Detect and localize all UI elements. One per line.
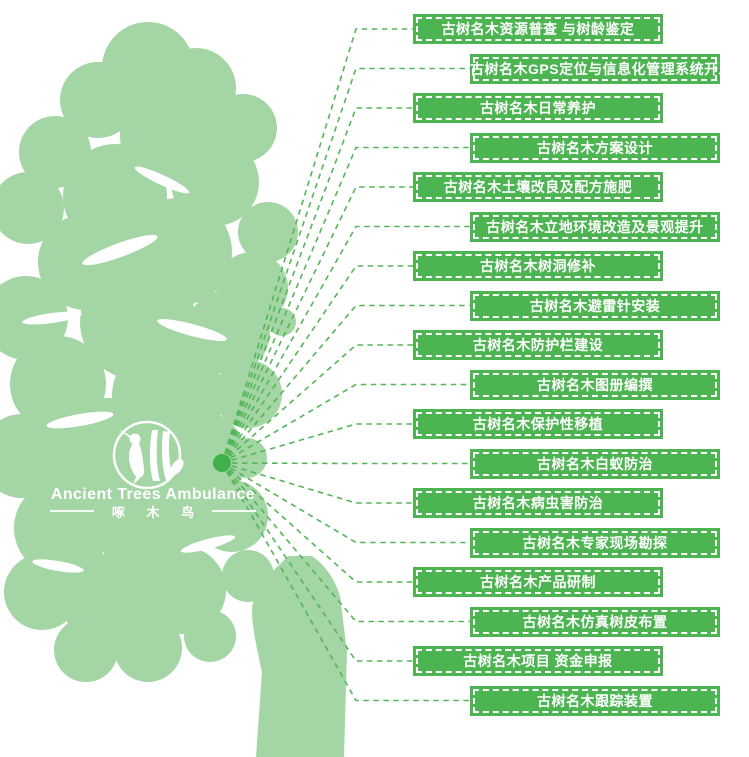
connector-line: [221, 28, 413, 464]
connector-line: [221, 146, 470, 464]
service-label: 古树名木病虫害防治: [472, 495, 604, 511]
service-label: 古树名木避雷针安装: [529, 297, 661, 314]
connector-line: [221, 186, 413, 464]
connector-line: [221, 462, 470, 544]
service-label: 古树名木白蚁防治: [537, 455, 653, 472]
service-banner-funding-application: 古树名木项目 资金申报: [413, 646, 663, 676]
service-banner-cavity-repair: 古树名木树洞修补: [413, 251, 663, 281]
logo-rule-left: [49, 510, 94, 512]
service-label: 古树名木GPS定位与信息化管理系统开发: [470, 60, 734, 77]
logo-rule-right: [212, 510, 257, 512]
logo-subtitle-row: 啄 木 鸟: [33, 503, 273, 520]
service-label: 古树名木土壤改良及配方施肥: [443, 179, 633, 195]
service-banner-protective-transplant: 古树名木保护性移植: [413, 409, 663, 439]
service-banner-product-development: 古树名木产品研制: [413, 567, 663, 597]
service-label: 古树名木专家现场勘探: [522, 534, 668, 551]
connector-line: [221, 304, 470, 464]
service-label: 古树名木仿真树皮布置: [522, 613, 668, 630]
service-banner-resource-survey: 古树名木资源普查 与树龄鉴定: [413, 14, 663, 44]
canopy-gap-accents: [22, 166, 236, 573]
logo-subtitle: 啄 木 鸟: [111, 504, 204, 520]
service-label: 古树名木方案设计: [537, 139, 653, 156]
service-banner-album-compilation: 古树名木图册编撰: [470, 369, 720, 400]
tree-silhouette: [0, 22, 347, 757]
connector-line: [221, 225, 470, 464]
service-banner-expert-survey: 古树名木专家现场勘探: [470, 527, 720, 558]
service-banner-pest-control: 古树名木病虫害防治: [413, 488, 663, 518]
service-label: 古树名木树洞修补: [480, 258, 596, 274]
service-label: 古树名木保护性移植: [472, 416, 604, 432]
service-label: 古树名木资源普查 与树龄鉴定: [441, 21, 635, 37]
tree-trunk: [252, 556, 347, 757]
ancient-trees-ambulance-logo: [112, 420, 184, 490]
service-banner-guard-fence: 古树名木防护栏建设: [413, 330, 663, 360]
service-label: 古树名木图册编撰: [537, 376, 653, 393]
service-label: 古树名木防护栏建设: [472, 337, 604, 353]
service-label: 古树名木立地环境改造及景观提升: [486, 218, 704, 235]
service-label: 古树名木产品研制: [480, 574, 596, 590]
connector-line: [221, 462, 470, 702]
connector-line: [221, 383, 470, 464]
service-banner-gps-system: 古树名木GPS定位与信息化管理系统开发: [470, 53, 734, 84]
service-label: 古树名木日常养护: [480, 100, 596, 116]
service-banner-tracking-device: 古树名木跟踪装置: [470, 685, 720, 716]
service-banner-artificial-bark: 古树名木仿真树皮布置: [470, 606, 720, 637]
connector-line: [221, 462, 470, 465]
service-banner-daily-care: 古树名木日常养护: [413, 93, 663, 123]
logo-title: Ancient Trees Ambulance: [50, 486, 256, 503]
service-banner-lightning-rod: 古树名木避雷针安装: [470, 290, 720, 321]
service-banner-environment-upgrade: 古树名木立地环境改造及景观提升: [470, 211, 720, 242]
service-banner-termite-control: 古树名木白蚁防治: [470, 448, 720, 479]
service-label: 古树名木项目 资金申报: [463, 653, 613, 669]
service-banner-plan-design: 古树名木方案设计: [470, 132, 720, 163]
woodpecker-icon: [118, 429, 184, 485]
service-banner-soil-improvement: 古树名木土壤改良及配方施肥: [413, 172, 663, 202]
logo-circle: [112, 420, 182, 490]
connector-lines: [221, 28, 470, 702]
connector-line: [221, 67, 470, 464]
convergence-dot: [213, 454, 231, 472]
service-label: 古树名木跟踪装置: [537, 692, 653, 709]
connector-line: [221, 462, 470, 623]
